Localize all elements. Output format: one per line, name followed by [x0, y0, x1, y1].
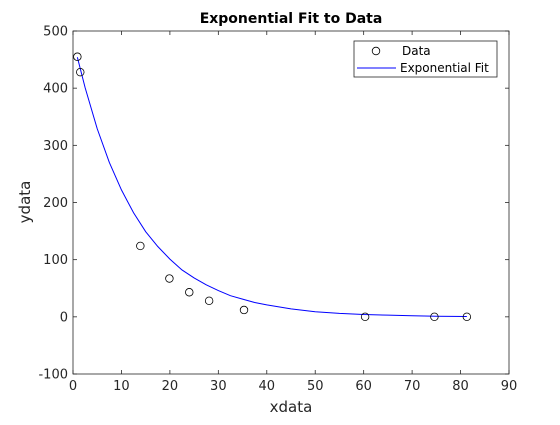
x-tick-label: 10 [113, 379, 130, 394]
chart-title: Exponential Fit to Data [200, 11, 383, 27]
y-tick-label: 0 [60, 310, 68, 325]
data-point [185, 288, 194, 297]
y-tick-label: 200 [43, 196, 68, 211]
fit-line-layer [76, 57, 467, 318]
y-tick-label: -100 [38, 368, 68, 383]
y-tick-label: 300 [43, 139, 68, 154]
legend-label-data: Data [402, 44, 431, 58]
x-tick-label: 60 [355, 379, 372, 394]
data-point [165, 274, 174, 283]
y-tick-label: 100 [43, 253, 68, 268]
data-point [136, 241, 145, 251]
x-tick-label: 30 [210, 379, 227, 394]
data-point [462, 312, 472, 322]
exponential-fit-line [76, 57, 467, 318]
x-tick-label: 70 [404, 379, 421, 394]
legend-marker-data [371, 46, 381, 56]
plot-area [73, 31, 509, 374]
data-marker-layer [73, 52, 472, 322]
legend-box [353, 40, 498, 78]
data-point [430, 312, 439, 322]
data-point [76, 67, 85, 77]
y-axis-label: ydata [16, 181, 34, 224]
y-tick-label: 500 [43, 25, 68, 40]
data-point [360, 312, 370, 322]
y-tick-label: 400 [43, 82, 68, 97]
data-point [73, 52, 82, 61]
x-tick-label: 80 [452, 379, 469, 394]
legend-label-fit: Exponential Fit [400, 61, 489, 75]
data-point [239, 305, 249, 315]
data-point [204, 296, 214, 306]
x-tick-label: 40 [259, 379, 276, 394]
x-tick-label: 20 [162, 379, 179, 394]
x-tick-label: 50 [307, 379, 324, 394]
x-tick-label: 0 [69, 379, 77, 394]
legend: Data Exponential Fit [353, 40, 498, 78]
x-axis-label: xdata [270, 398, 313, 416]
x-tick-label: 90 [501, 379, 518, 394]
